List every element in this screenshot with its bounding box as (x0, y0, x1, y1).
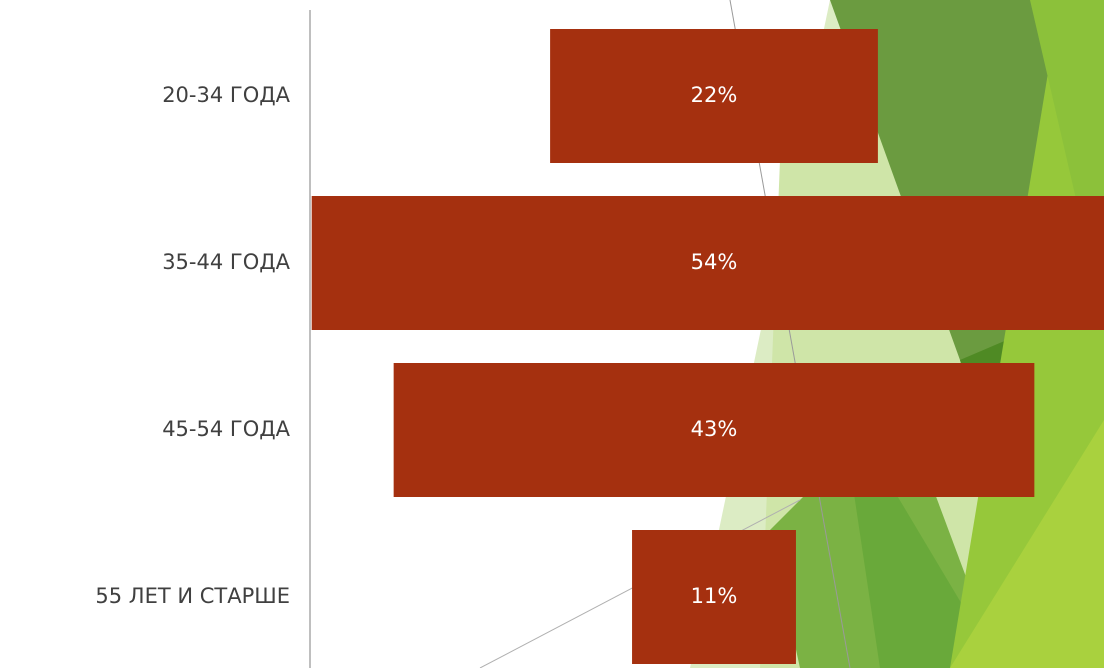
category-label: 55 ЛЕТ И СТАРШЕ (95, 584, 290, 608)
value-label: 54% (691, 250, 738, 274)
value-label: 11% (691, 584, 738, 608)
page: {"chart_data": {"type": "funnel", "categ… (0, 0, 1104, 668)
chart: 20-34 ГОДА 22% 35-44 ГОДА 54% 45-54 ГОДА 43% 5… (0, 0, 1104, 668)
category-label: 45-54 ГОДА (162, 417, 290, 441)
value-label: 22% (691, 83, 738, 107)
category-label: 35-44 ГОДА (162, 250, 290, 274)
value-label: 43% (691, 417, 738, 441)
category-label: 20-34 ГОДА (162, 83, 290, 107)
